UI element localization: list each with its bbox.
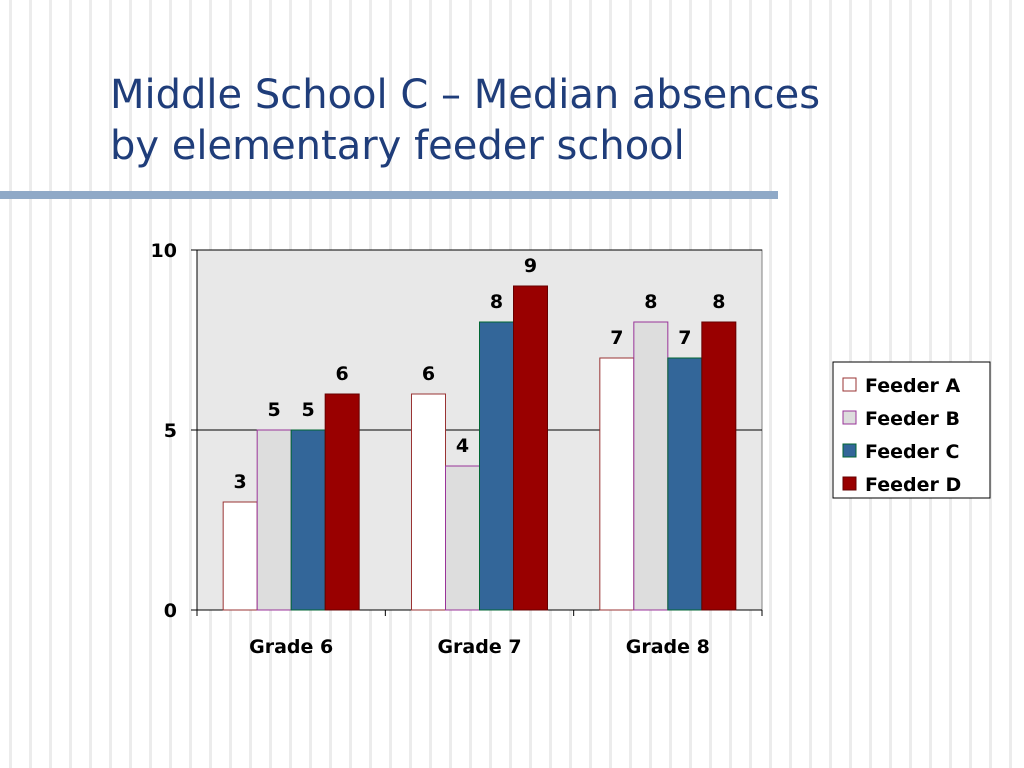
x-tick-label: Grade 8 <box>626 636 710 658</box>
legend-swatch <box>842 377 857 392</box>
y-tick-label: 5 <box>164 420 177 442</box>
y-tick-label: 10 <box>151 240 177 262</box>
bar <box>411 393 446 611</box>
title-divider <box>0 191 778 199</box>
data-label: 4 <box>456 435 469 457</box>
bar <box>324 393 360 611</box>
bar <box>445 465 480 611</box>
bar <box>290 429 326 611</box>
slide-title: Middle School C – Median absences by ele… <box>110 70 990 172</box>
data-label: 6 <box>336 363 349 385</box>
slide-title-line-2: by elementary feeder school <box>110 123 685 169</box>
legend <box>832 361 991 499</box>
data-label: 7 <box>678 327 691 349</box>
x-tick-label: Grade 7 <box>437 636 521 658</box>
bar <box>667 357 703 611</box>
slide-title-line-1: Middle School C – Median absences <box>110 72 821 118</box>
bar <box>513 285 548 611</box>
legend-label: Feeder A <box>865 375 960 397</box>
legend-label: Feeder B <box>865 408 960 430</box>
data-label: 3 <box>234 471 247 493</box>
y-tick-label: 0 <box>164 600 177 622</box>
x-tick-label: Grade 6 <box>249 636 333 658</box>
bar <box>222 501 258 611</box>
legend-label: Feeder D <box>865 474 961 496</box>
data-label: 5 <box>302 399 315 421</box>
data-label: 8 <box>712 291 725 313</box>
data-label: 8 <box>644 291 657 313</box>
data-label: 8 <box>490 291 503 313</box>
legend-label: Feeder C <box>865 441 959 463</box>
legend-swatch <box>842 410 857 425</box>
bar <box>256 429 292 611</box>
bar <box>479 321 514 611</box>
data-label: 6 <box>422 363 435 385</box>
bar <box>599 357 635 611</box>
legend-swatch <box>842 443 857 458</box>
data-label: 9 <box>524 255 537 277</box>
data-label: 7 <box>610 327 623 349</box>
bar <box>633 321 669 611</box>
data-label: 5 <box>268 399 281 421</box>
bar <box>701 321 737 611</box>
legend-swatch <box>842 476 857 491</box>
